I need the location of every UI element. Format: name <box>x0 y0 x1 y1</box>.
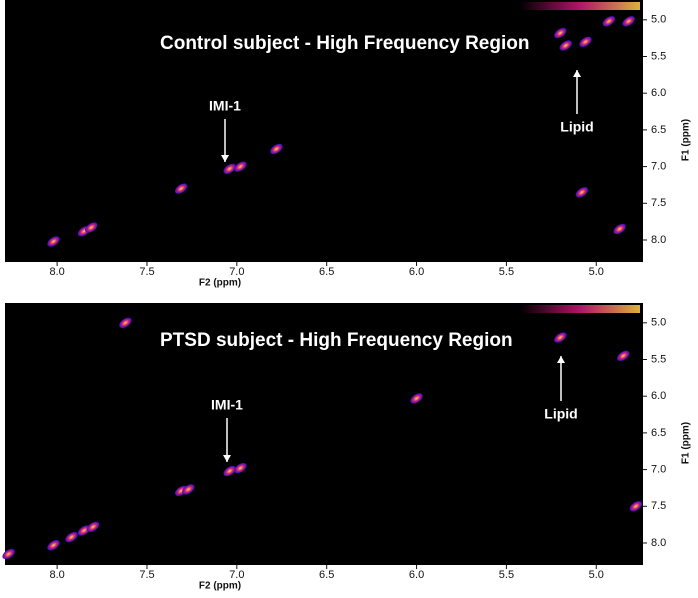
peak <box>182 484 195 495</box>
y-tick-label: 7.5 <box>651 197 666 209</box>
x-tick-label: 5.5 <box>499 266 514 278</box>
peak <box>119 317 132 328</box>
peak <box>65 531 78 543</box>
peak <box>617 350 630 362</box>
annotation: IMI-1 <box>211 397 243 413</box>
peak <box>575 187 589 198</box>
peak <box>622 16 635 27</box>
peak <box>223 465 236 477</box>
x-tick-label: 6.0 <box>409 569 424 581</box>
x-tick-label: 5.0 <box>589 569 604 581</box>
arrow-head <box>223 455 231 462</box>
y-tick-label: 6.5 <box>651 427 666 439</box>
y-tick-label: 5.0 <box>651 14 666 26</box>
x-axis-label: F2 (ppm) <box>199 581 241 592</box>
peak <box>554 27 567 39</box>
plot-area <box>5 0 643 262</box>
x-tick-label: 6.5 <box>319 569 334 581</box>
peak <box>559 40 572 51</box>
y-axis-label: F1 (ppm) <box>681 422 692 464</box>
y-axis-label: F1 (ppm) <box>681 119 692 161</box>
x-tick-label: 6.5 <box>319 266 334 278</box>
peak <box>579 36 592 48</box>
x-tick-label: 7.5 <box>139 569 154 581</box>
x-tick-label: 5.0 <box>589 266 604 278</box>
peak <box>174 183 188 194</box>
y-tick-label: 5.5 <box>651 50 666 62</box>
annotation: Lipid <box>544 406 577 422</box>
peak <box>2 548 15 560</box>
y-tick-label: 8.0 <box>651 234 666 246</box>
peak <box>234 462 247 474</box>
peak <box>613 223 626 235</box>
arrow-head <box>221 155 229 162</box>
annotation: IMI-1 <box>209 98 241 114</box>
y-tick-label: 6.0 <box>651 87 666 99</box>
y-tick-label: 5.5 <box>651 353 666 365</box>
peak <box>410 393 423 404</box>
x-tick-label: 8.0 <box>49 569 64 581</box>
plot-area <box>5 303 643 565</box>
peak <box>270 143 283 155</box>
y-tick-label: 6.5 <box>651 124 666 136</box>
peak <box>223 163 236 174</box>
peak <box>629 501 642 512</box>
chart-title: Control subject - High Frequency Region <box>160 33 529 54</box>
lipid-streak <box>520 305 640 313</box>
peak <box>47 540 60 551</box>
annotation: Lipid <box>560 119 593 135</box>
x-axis-label: F2 (ppm) <box>199 278 241 289</box>
y-tick-label: 5.0 <box>651 317 666 329</box>
y-tick-label: 7.0 <box>651 464 666 476</box>
x-tick-label: 5.5 <box>499 569 514 581</box>
arrow-head <box>557 356 565 363</box>
x-tick-label: 6.0 <box>409 266 424 278</box>
x-tick-label: 8.0 <box>49 266 64 278</box>
chart-title: PTSD subject - High Frequency Region <box>160 330 513 351</box>
y-tick-label: 6.0 <box>651 390 666 402</box>
peak <box>86 521 100 533</box>
y-tick-label: 7.0 <box>651 161 666 173</box>
peak <box>602 16 616 27</box>
peak <box>234 161 247 172</box>
peak <box>85 222 98 233</box>
x-tick-label: 7.5 <box>139 266 154 278</box>
peak <box>47 236 60 247</box>
y-tick-label: 7.5 <box>651 500 666 512</box>
lipid-streak <box>520 2 640 10</box>
x-tick-label: 7.0 <box>229 266 244 278</box>
arrow-head <box>573 70 581 77</box>
peak <box>554 332 567 343</box>
y-tick-label: 8.0 <box>651 537 666 549</box>
x-tick-label: 7.0 <box>229 569 244 581</box>
